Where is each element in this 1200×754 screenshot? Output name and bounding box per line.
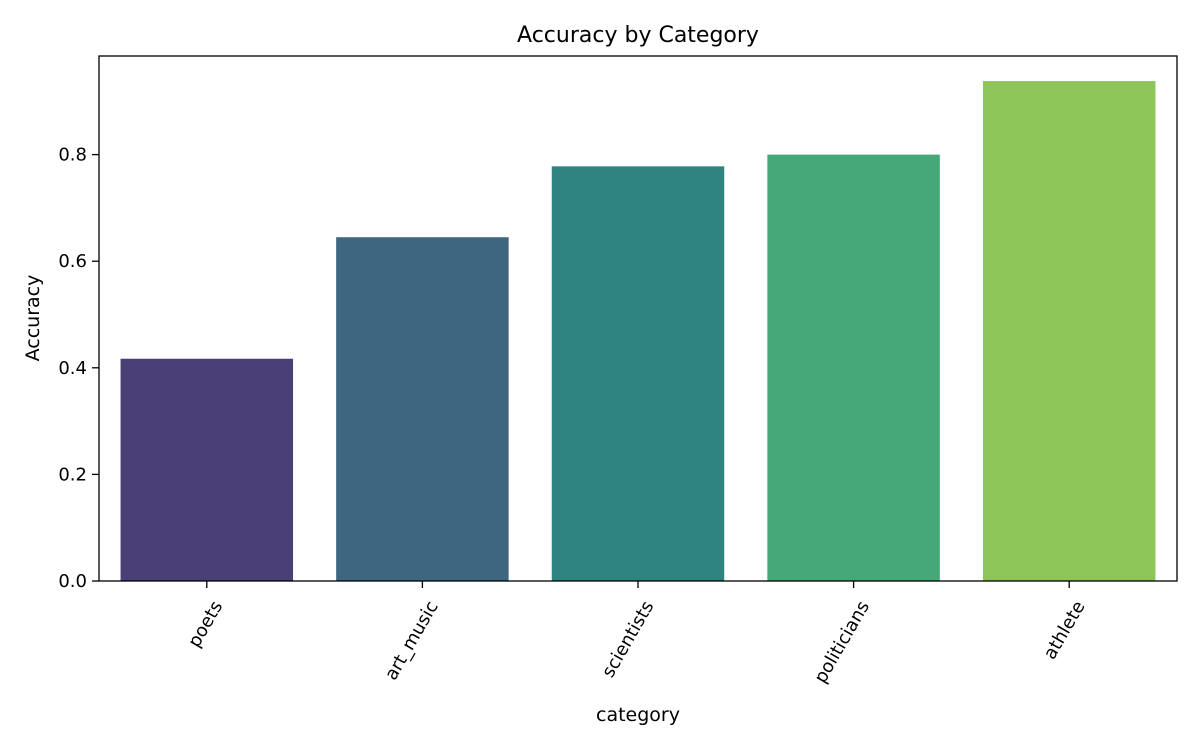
y-tick-label: 0.2 [58, 464, 87, 485]
bar-politicians [767, 154, 940, 581]
bars-layer [120, 81, 1156, 582]
x-tick-label: scientists [598, 597, 659, 681]
x-tick-label: poets [184, 597, 227, 651]
x-axis-label: category [596, 704, 680, 726]
chart-title: Accuracy by Category [517, 23, 759, 48]
x-tick-label: athlete [1040, 597, 1090, 663]
x-axis: poets art_music scientists politicians athle… [184, 581, 1090, 687]
bar-art-music [336, 237, 509, 581]
y-tick-label: 0.0 [58, 571, 87, 592]
x-tick-label: politicians [810, 597, 874, 686]
plot-frame [98, 55, 1178, 582]
y-axis: 0.0 0.2 0.4 0.6 0.8 [58, 145, 99, 592]
x-tick-label: art_music [381, 597, 443, 683]
y-axis-label: Accuracy [22, 275, 44, 362]
y-tick-label: 0.4 [58, 358, 87, 379]
y-tick-label: 0.8 [58, 145, 87, 166]
y-tick-label: 0.6 [58, 251, 87, 272]
bar-athlete [982, 81, 1156, 582]
bar-poets [120, 358, 294, 581]
bar-scientists [551, 166, 725, 581]
